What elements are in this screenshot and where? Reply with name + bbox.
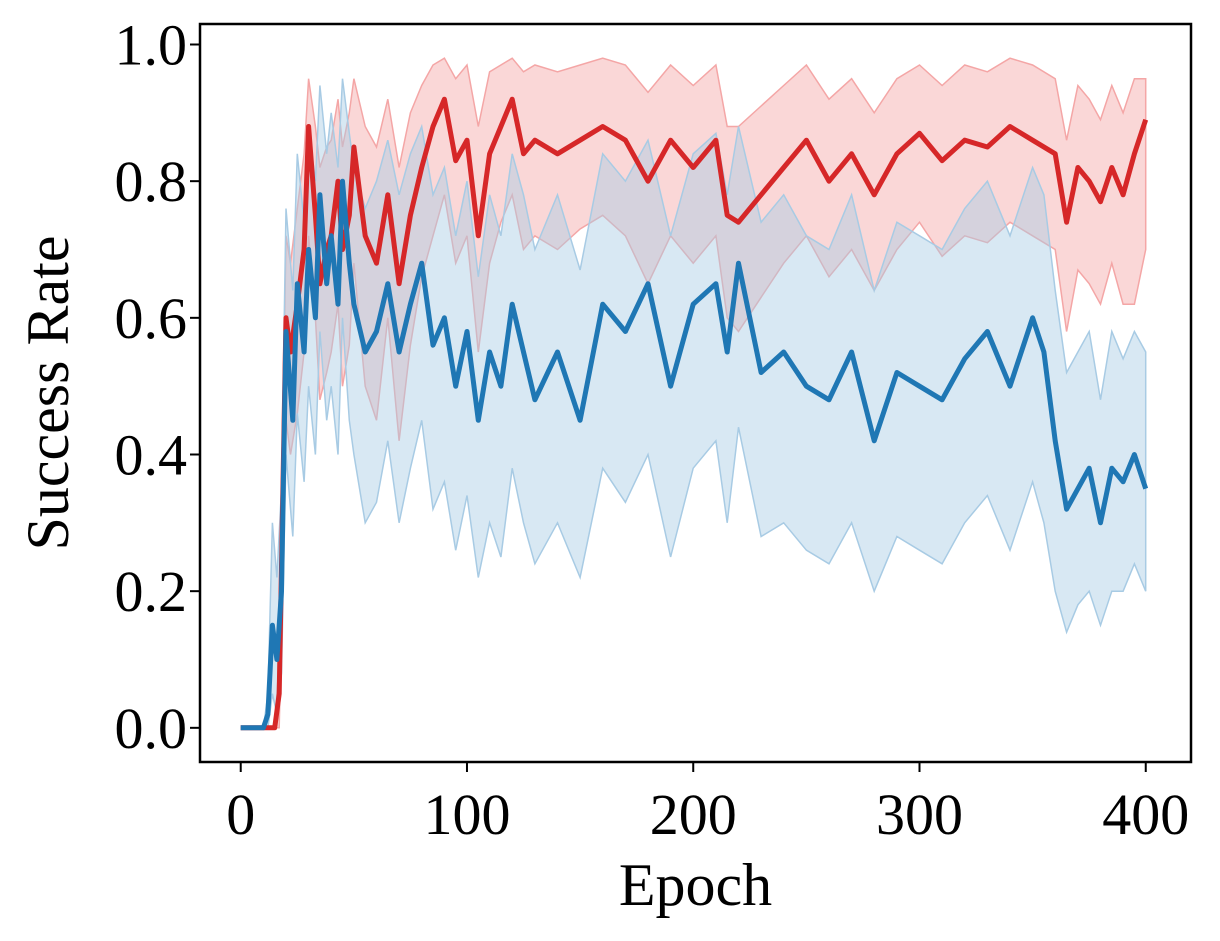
y-tick-label: 0.0 xyxy=(115,696,188,761)
x-tick-label: 100 xyxy=(423,782,510,847)
y-tick-label: 0.4 xyxy=(115,423,188,488)
plot-frame xyxy=(198,22,1193,764)
x-tick-label: 200 xyxy=(650,782,737,847)
x-axis-title: Epoch xyxy=(619,852,772,918)
series-1-band xyxy=(240,57,1147,729)
y-tick-label: 1.0 xyxy=(115,13,188,78)
x-axis: 0 100 200 300 400 xyxy=(226,762,1189,847)
y-tick-label: 0.8 xyxy=(115,149,188,214)
y-axis-title: Success Rate xyxy=(15,236,81,551)
x-tick-label: 400 xyxy=(1102,782,1189,847)
x-tick-label: 0 xyxy=(226,782,255,847)
y-tick-label: 0.2 xyxy=(115,559,188,624)
series-2-band xyxy=(240,78,1147,729)
series-2-line xyxy=(240,178,1149,731)
y-tick-label: 0.6 xyxy=(115,286,188,351)
x-tick-label: 300 xyxy=(876,782,963,847)
confidence-bands xyxy=(240,57,1147,729)
series-lines xyxy=(240,96,1149,731)
y-axis: 0.0 0.2 0.4 0.6 0.8 1.0 xyxy=(115,13,200,761)
